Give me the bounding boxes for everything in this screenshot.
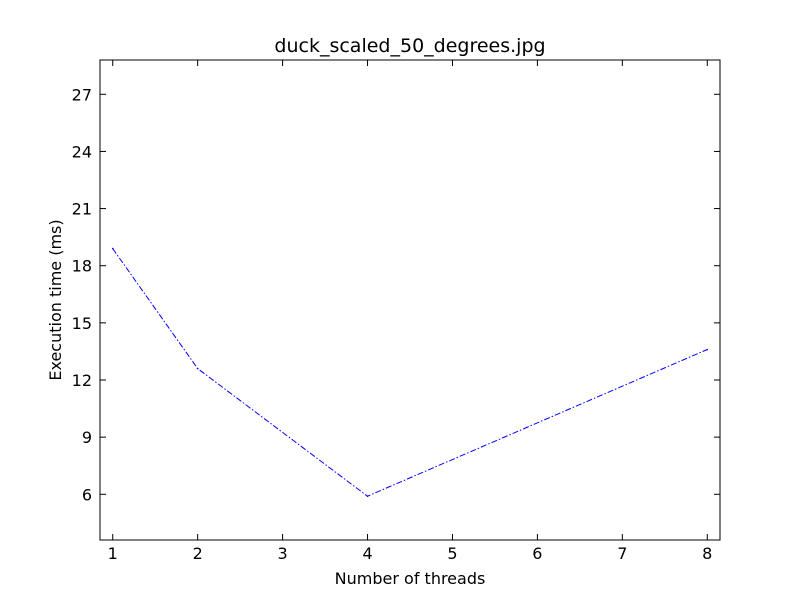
y-axis-label: Execution time (ms) <box>46 219 65 380</box>
data-point <box>366 495 369 497</box>
data-point <box>196 367 199 370</box>
x-tick-label: 4 <box>362 544 372 563</box>
y-tick-label: 6 <box>82 485 92 504</box>
x-tick-label: 2 <box>193 544 203 563</box>
data-point <box>111 247 114 250</box>
x-tick-label: 1 <box>108 544 118 563</box>
chart-title: duck_scaled_50_degrees.jpg <box>274 35 545 57</box>
y-tick-label: 12 <box>72 371 92 390</box>
x-tick-label: 5 <box>447 544 457 563</box>
y-tick-label: 24 <box>72 142 92 161</box>
plot-frame <box>99 59 721 541</box>
x-tick-label: 6 <box>532 544 542 563</box>
x-tick-label: 8 <box>702 544 712 563</box>
y-tick-label: 18 <box>72 257 92 276</box>
x-tick-label: 3 <box>278 544 288 563</box>
y-tick-label: 9 <box>82 428 92 447</box>
data-point <box>706 348 709 351</box>
series-line <box>112 248 708 497</box>
x-axis-label: Number of threads <box>335 569 486 588</box>
series-layer <box>111 247 709 497</box>
y-tick-label: 21 <box>72 200 92 219</box>
y-tick-label: 15 <box>72 314 92 333</box>
y-tick-label: 27 <box>72 85 92 104</box>
x-tick-label: 7 <box>617 544 627 563</box>
